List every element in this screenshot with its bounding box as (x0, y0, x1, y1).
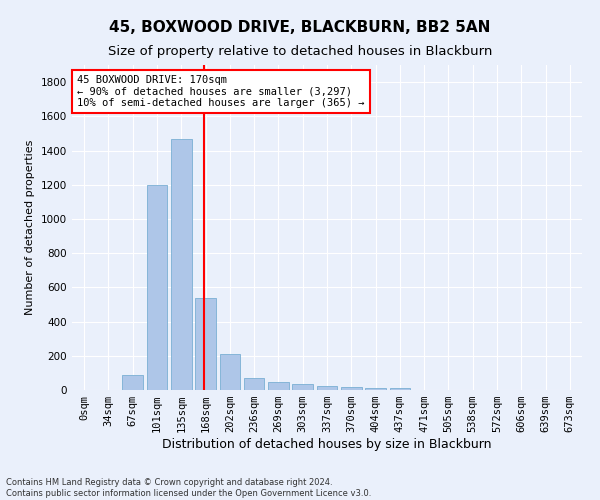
Text: 45 BOXWOOD DRIVE: 170sqm
← 90% of detached houses are smaller (3,297)
10% of sem: 45 BOXWOOD DRIVE: 170sqm ← 90% of detach… (77, 74, 365, 108)
Bar (122, 374, 143, 390)
Bar (171, 138, 191, 390)
Bar (292, 384, 313, 390)
Text: Size of property relative to detached houses in Blackburn: Size of property relative to detached ho… (108, 45, 492, 58)
Y-axis label: Number of detached properties: Number of detached properties (25, 140, 35, 315)
Bar (317, 386, 337, 390)
Bar (341, 386, 362, 390)
Bar (244, 378, 265, 390)
Bar (268, 382, 289, 390)
Text: Contains HM Land Registry data © Crown copyright and database right 2024.
Contai: Contains HM Land Registry data © Crown c… (6, 478, 371, 498)
X-axis label: Distribution of detached houses by size in Blackburn: Distribution of detached houses by size … (162, 438, 492, 451)
Bar (195, 298, 216, 390)
Text: 45, BOXWOOD DRIVE, BLACKBURN, BB2 5AN: 45, BOXWOOD DRIVE, BLACKBURN, BB2 5AN (109, 20, 491, 35)
Bar (365, 388, 386, 390)
Bar (146, 184, 167, 390)
Bar (389, 388, 410, 390)
Bar (220, 354, 240, 390)
